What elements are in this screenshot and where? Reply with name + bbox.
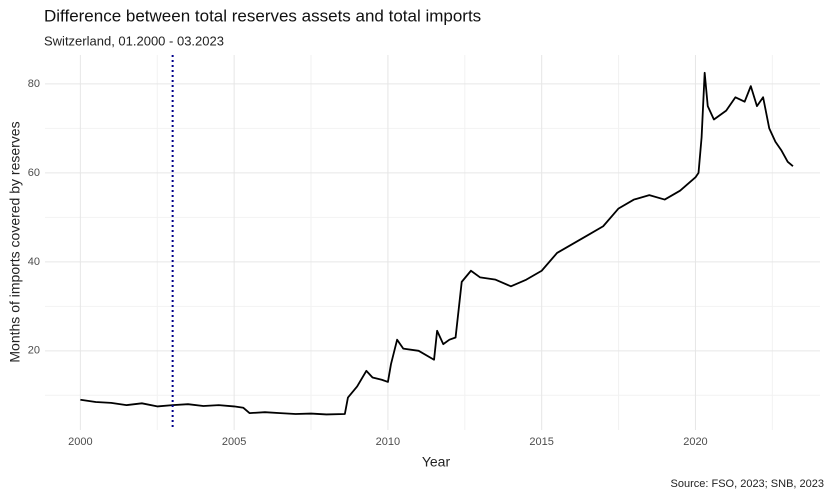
chart-title: Difference between total reserves assets… (44, 6, 481, 25)
y-tick-label: 20 (28, 345, 40, 357)
caption: Source: FSO, 2023; SNB, 2023 (671, 478, 824, 490)
x-tick-label: 2010 (376, 436, 400, 448)
y-axis-label: Months of imports covered by reserves (7, 121, 23, 362)
x-tick-label: 2005 (222, 436, 246, 448)
x-tick-label: 2000 (68, 436, 92, 448)
x-tick-label: 2020 (683, 436, 707, 448)
x-tick-label: 2015 (529, 436, 553, 448)
line (80, 71, 794, 416)
y-tick-label: 80 (28, 78, 40, 90)
y-tick-label: 60 (28, 167, 40, 179)
y-tick-label: 40 (28, 256, 40, 268)
x-axis-label: Year (422, 454, 451, 470)
chart-subtitle: Switzerland, 01.2000 - 03.2023 (44, 33, 224, 48)
